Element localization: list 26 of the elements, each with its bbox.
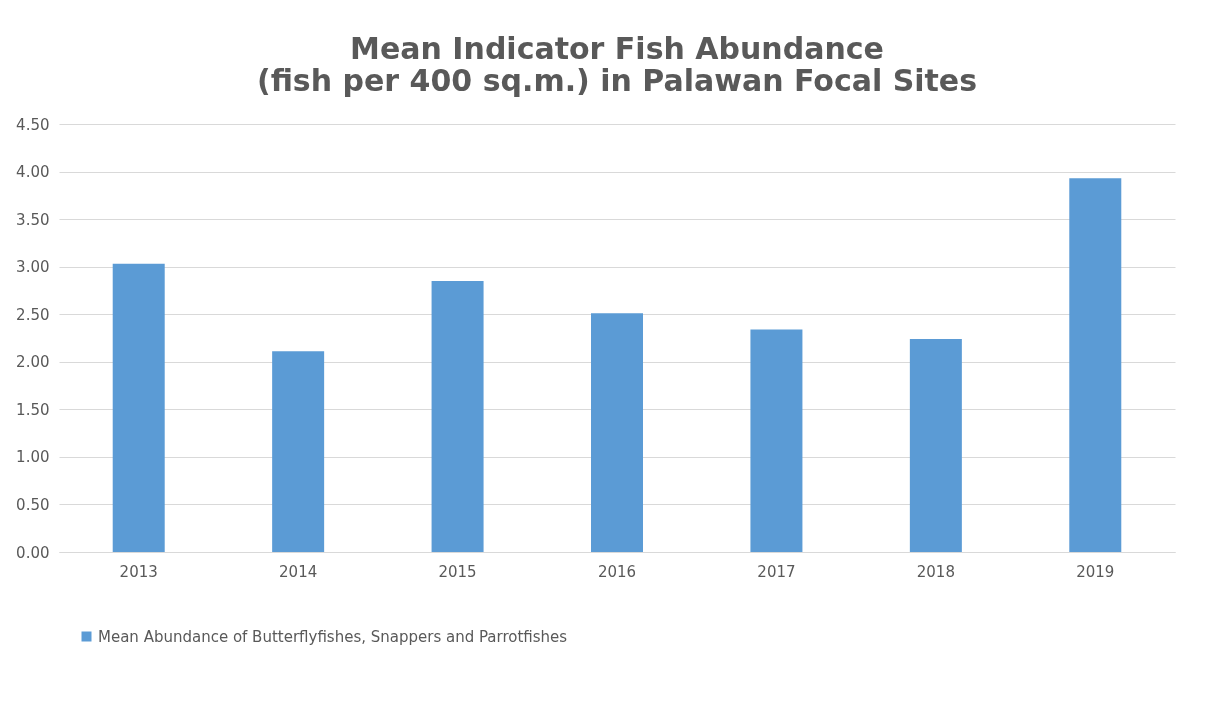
bar	[431, 280, 484, 552]
y-tick-label: 1.50	[16, 400, 50, 419]
y-tick-label: 0.50	[16, 495, 50, 514]
y-tick-label: 0.00	[16, 543, 50, 562]
bar	[272, 351, 325, 552]
y-tick-label: 4.50	[16, 115, 50, 134]
legend-label: Mean Abundance of Butterflyfishes, Snappers and Parrotfishes	[98, 627, 568, 646]
bar	[750, 329, 803, 552]
y-tick-label: 2.00	[16, 353, 50, 372]
y-tick-label: 2.50	[16, 305, 50, 324]
x-tick-label: 2019	[1076, 562, 1115, 581]
chart-title: Mean Indicator Fish Abundance (fish per 400 sq.m.) in Palawan Focal Sites	[256, 31, 978, 98]
y-tick-label: 3.50	[16, 210, 50, 229]
x-tick-label: 2013	[119, 562, 158, 581]
x-tick-label: 2016	[597, 562, 637, 581]
bar	[1069, 178, 1122, 552]
x-tick-label: 2017	[757, 562, 796, 581]
y-tick-label: 1.00	[16, 448, 50, 467]
x-tick-label: 2015	[438, 562, 477, 581]
y-tick-label: 4.00	[16, 163, 50, 182]
bar	[909, 338, 962, 552]
bar	[591, 313, 643, 552]
y-tick-label: 3.00	[16, 258, 50, 277]
bar	[112, 263, 165, 552]
x-tick-label: 2018	[916, 562, 955, 581]
x-tick-label: 2014	[279, 562, 318, 581]
